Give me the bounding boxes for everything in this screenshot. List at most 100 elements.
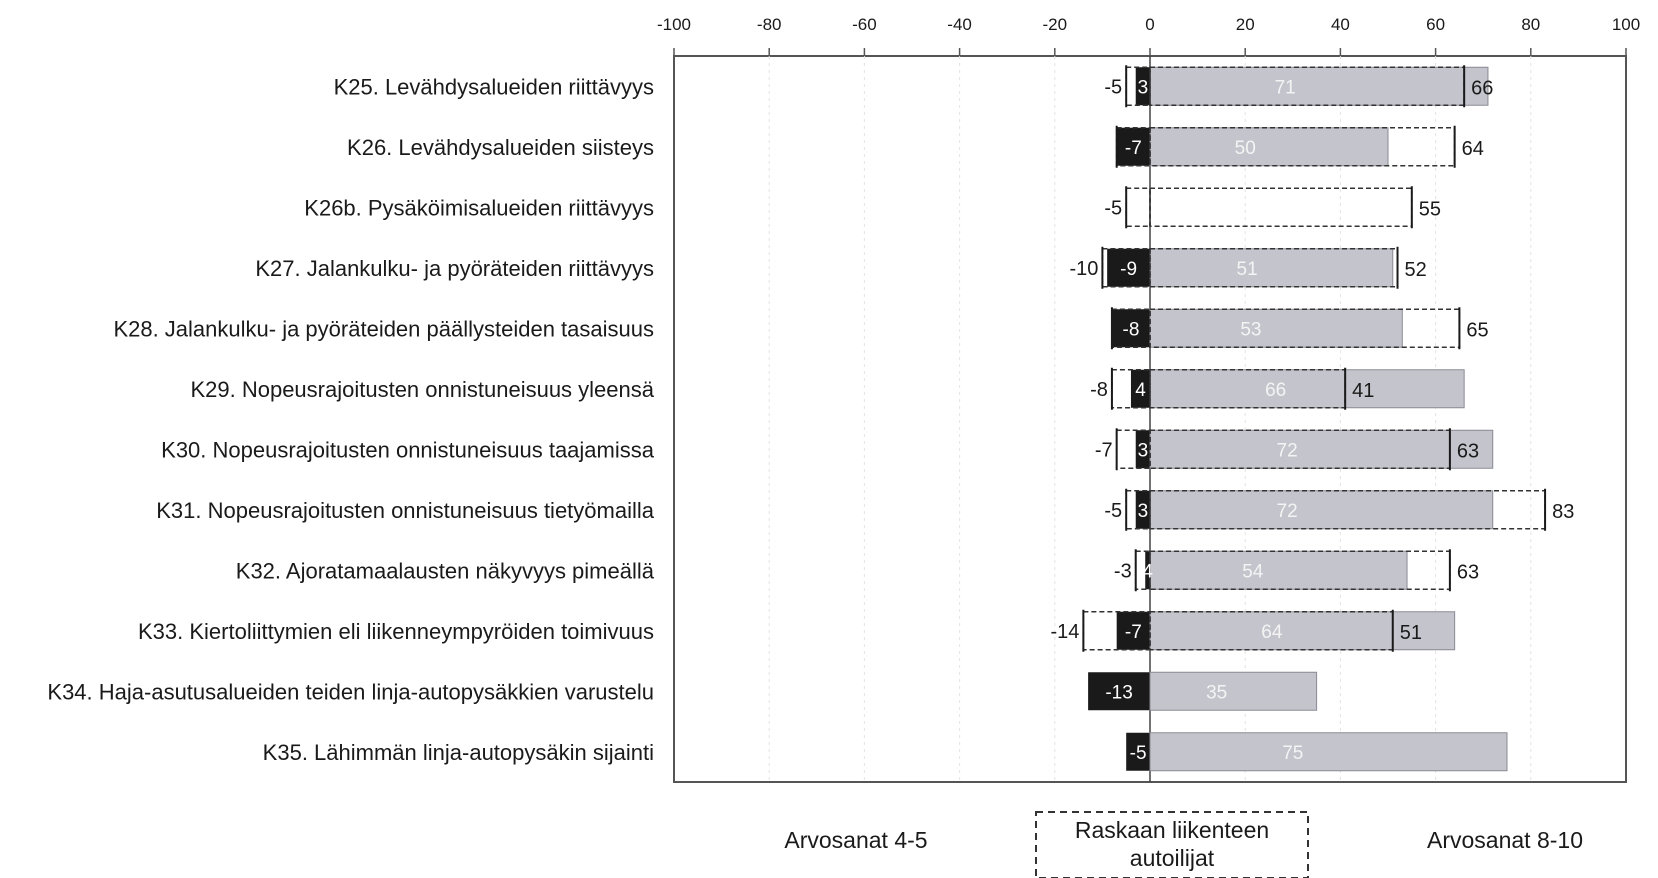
bar-heavy-positive — [1149, 550, 1451, 591]
tick-label: 80 — [1521, 15, 1540, 34]
category-label: K33. Kiertoliittymien eli liikenneympyrö… — [138, 619, 654, 644]
category-label: K28. Jalankulku- ja pyöräteiden päällyst… — [113, 316, 654, 341]
bar-heavy-negative — [1111, 368, 1151, 409]
bar-positive — [1149, 369, 1465, 409]
data-label-heavy-positive: 51 — [1400, 622, 1422, 644]
data-label-positive: 35 — [1206, 682, 1227, 703]
bar-positive — [1149, 429, 1494, 469]
bar-positive — [1149, 490, 1494, 530]
legend-center-box — [1035, 811, 1309, 878]
tick-label: -100 — [657, 15, 691, 34]
data-label-heavy-positive: 55 — [1419, 198, 1441, 220]
category-label: K26b. Pysäköimisalueiden riittävyys — [304, 195, 654, 220]
data-label-positive: 53 — [1240, 319, 1261, 340]
data-label-negative: 3 — [1138, 501, 1149, 522]
bar-heavy-positive — [1149, 610, 1394, 651]
bar-negative — [1130, 369, 1150, 408]
tick-label: -60 — [852, 15, 877, 34]
bar-negative — [1135, 430, 1150, 469]
gridlines — [768, 56, 1532, 782]
data-label-positive: 66 — [1265, 380, 1286, 401]
data-label-heavy-negative: -7 — [1095, 439, 1113, 461]
data-label-negative: -9 — [1120, 259, 1137, 280]
x-axis-ticks: -100 -80 -60 -40 -20 0 20 40 60 80 100 — [657, 15, 1640, 56]
bar-negative — [1126, 732, 1150, 771]
bar-heavy-positive — [1149, 368, 1346, 409]
bar-positive — [1149, 550, 1408, 590]
category-label: K27. Jalankulku- ja pyöräteiden riittävy… — [255, 256, 654, 281]
legend-center-line-1: Raskaan liikenteen — [1075, 817, 1269, 843]
data-label-negative: -5 — [1130, 743, 1147, 764]
bar-negative — [1116, 127, 1150, 166]
data-label-heavy-negative: -5 — [1104, 76, 1122, 98]
data-label-positive: 51 — [1237, 259, 1258, 280]
bar-heavy-positive — [1149, 429, 1451, 470]
category-label: K26. Levähdysalueiden siisteys — [347, 135, 654, 160]
legend: Arvosanat 4-5 Raskaan liikenteen autoilij… — [784, 811, 1583, 878]
tick-label: 40 — [1331, 15, 1350, 34]
bar-positive — [1149, 127, 1389, 167]
data-label-heavy-negative: -5 — [1104, 197, 1122, 219]
data-label-negative: -7 — [1125, 138, 1142, 159]
category-labels: K25. Levähdysalueiden riittävyys K26. Lev… — [47, 74, 654, 765]
data-label-heavy-positive: 52 — [1405, 259, 1427, 281]
tick-label: 0 — [1145, 15, 1154, 34]
category-label: K30. Nopeusrajoitusten onnistuneisuus ta… — [161, 437, 655, 462]
data-label-heavy-positive: 63 — [1457, 440, 1479, 462]
category-label: K25. Levähdysalueiden riittävyys — [334, 74, 654, 99]
bar-negative — [1145, 551, 1150, 590]
tick-label: 100 — [1612, 15, 1640, 34]
data-label-heavy-positive: 63 — [1457, 561, 1479, 583]
data-label-positive: 72 — [1277, 501, 1298, 522]
data-label-positive: 71 — [1275, 77, 1296, 98]
bar-negative — [1107, 248, 1150, 287]
bar-negative — [1116, 611, 1150, 650]
data-label-heavy-positive: 83 — [1552, 501, 1574, 523]
data-label-negative: 4 — [1135, 380, 1146, 401]
category-label: K32. Ajoratamaalausten näkyvyys pimeällä — [236, 558, 655, 583]
legend-center-label: Raskaan liikenteen autoilijat — [1075, 817, 1269, 871]
data-label-positive: 72 — [1277, 440, 1298, 461]
data-label-negative: -8 — [1123, 319, 1140, 340]
category-label: K29. Nopeusrajoitusten onnistuneisuus yl… — [190, 377, 654, 402]
data-label-positive: 50 — [1235, 138, 1256, 159]
data-label-negative: -7 — [1125, 622, 1142, 643]
legend-left-label: Arvosanat 4-5 — [784, 827, 927, 853]
bar-positive — [1149, 671, 1318, 711]
data-label-negative: -13 — [1105, 682, 1132, 703]
category-label: K35. Lähimmän linja-autopysäkin sijainti — [263, 740, 654, 765]
legend-right-label: Arvosanat 8-10 — [1427, 827, 1583, 853]
data-label-negative: 3 — [1138, 440, 1149, 461]
bar-positive — [1149, 248, 1394, 288]
tick-label: 20 — [1236, 15, 1255, 34]
tick-label: -80 — [757, 15, 782, 34]
bar-negative — [1135, 67, 1150, 106]
bar-positive — [1149, 308, 1403, 348]
bar-positive — [1149, 732, 1508, 772]
tick-label: -20 — [1043, 15, 1068, 34]
bar-positive — [1149, 66, 1489, 106]
bars — [1082, 65, 1547, 772]
bar-negative — [1135, 490, 1150, 529]
data-label-positive: 75 — [1282, 743, 1303, 764]
data-label-heavy-positive: 41 — [1352, 380, 1374, 402]
data-label-heavy-positive: 65 — [1466, 319, 1488, 341]
data-label-heavy-negative: -8 — [1090, 379, 1108, 401]
bar-negative — [1111, 309, 1150, 348]
category-label: K31. Nopeusrajoitusten onnistuneisuus ti… — [156, 498, 655, 523]
data-label-heavy-negative: -14 — [1050, 621, 1079, 643]
data-label-heavy-positive: 64 — [1462, 138, 1484, 160]
legend-center-line-2: autoilijat — [1130, 845, 1215, 871]
bar-heavy-negative — [1082, 610, 1151, 651]
bar-negative — [1088, 672, 1150, 711]
data-label-negative: 3 — [1138, 77, 1149, 98]
tick-label: -40 — [947, 15, 972, 34]
data-label-heavy-negative: -10 — [1069, 258, 1098, 280]
category-label: K34. Haja-asutusalueiden teiden linja-au… — [47, 679, 654, 704]
data-label-heavy-negative: -3 — [1114, 560, 1132, 582]
data-label-positive: 54 — [1242, 561, 1264, 582]
data-label-heavy-negative: -5 — [1104, 500, 1122, 522]
data-labels: 3 71 -5 66 -7 50 64 -5 55 -9 51 -10 52 -8 53 65 4 66 -8 41 3… — [1050, 76, 1574, 764]
tick-label: 60 — [1426, 15, 1445, 34]
